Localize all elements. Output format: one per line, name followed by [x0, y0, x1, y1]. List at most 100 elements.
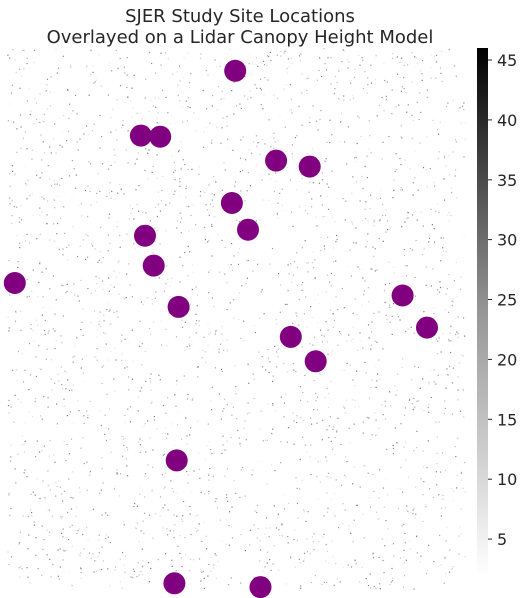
- canopy-pixel: [44, 497, 46, 499]
- canopy-pixel: [368, 497, 371, 499]
- canopy-pixel: [296, 315, 298, 317]
- canopy-pixel: [396, 390, 398, 392]
- canopy-pixel: [144, 350, 146, 353]
- canopy-pixel: [341, 369, 343, 372]
- canopy-pixel: [280, 396, 282, 398]
- canopy-pixel: [170, 115, 173, 117]
- canopy-pixel: [291, 63, 294, 65]
- canopy-pixel: [130, 212, 132, 214]
- canopy-pixel: [257, 528, 259, 530]
- canopy-pixel: [278, 529, 280, 531]
- canopy-pixel: [189, 87, 191, 89]
- canopy-pixel: [187, 393, 189, 396]
- canopy-pixel: [437, 203, 439, 205]
- canopy-pixel: [63, 398, 65, 400]
- canopy-pixel: [221, 90, 223, 92]
- canopy-pixel: [59, 548, 61, 550]
- canopy-pixel: [263, 77, 266, 79]
- canopy-pixel: [132, 107, 135, 109]
- canopy-pixel: [181, 326, 184, 328]
- canopy-pixel: [307, 77, 309, 79]
- canopy-pixel: [19, 576, 21, 578]
- canopy-pixel: [382, 141, 384, 143]
- canopy-pixel: [350, 532, 352, 534]
- canopy-pixel: [246, 259, 248, 261]
- canopy-pixel: [383, 572, 385, 574]
- canopy-pixel: [452, 301, 454, 303]
- canopy-pixel: [407, 104, 409, 106]
- canopy-pixel: [260, 549, 262, 551]
- canopy-pixel: [159, 515, 161, 517]
- canopy-pixel: [312, 251, 314, 253]
- canopy-pixel: [107, 94, 109, 96]
- canopy-pixel: [67, 539, 70, 541]
- canopy-pixel: [157, 191, 159, 193]
- canopy-pixel: [191, 343, 193, 345]
- canopy-pixel: [61, 146, 63, 148]
- canopy-pixel: [211, 105, 213, 107]
- canopy-pixel: [137, 152, 139, 154]
- canopy-pixel: [407, 217, 409, 219]
- canopy-pixel: [84, 190, 86, 192]
- canopy-pixel: [311, 206, 313, 208]
- canopy-pixel: [457, 316, 459, 318]
- canopy-pixel: [39, 233, 41, 236]
- canopy-pixel: [464, 122, 466, 124]
- canopy-pixel: [190, 73, 192, 75]
- canopy-pixel: [169, 123, 171, 125]
- canopy-pixel: [161, 89, 164, 91]
- canopy-pixel: [271, 464, 273, 466]
- canopy-pixel: [35, 375, 37, 378]
- canopy-pixel: [389, 282, 391, 284]
- canopy-pixel: [191, 168, 193, 170]
- canopy-pixel: [107, 250, 109, 252]
- canopy-pixel: [281, 204, 283, 206]
- canopy-pixel: [365, 475, 367, 478]
- canopy-pixel: [162, 432, 164, 434]
- canopy-pixel: [124, 359, 126, 361]
- canopy-pixel: [451, 413, 453, 415]
- canopy-pixel: [210, 400, 212, 402]
- canopy-pixel: [458, 553, 460, 555]
- canopy-pixel: [68, 478, 70, 480]
- canopy-pixel: [437, 374, 439, 376]
- canopy-pixel: [98, 410, 101, 412]
- canopy-pixel: [184, 251, 186, 254]
- canopy-pixel: [39, 215, 41, 217]
- canopy-pixel: [55, 495, 57, 497]
- canopy-pixel: [119, 57, 121, 60]
- canopy-pixel: [49, 440, 51, 442]
- canopy-pixel: [448, 49, 450, 51]
- canopy-pixel: [71, 524, 73, 526]
- canopy-pixel: [362, 513, 364, 516]
- canopy-pixel: [72, 422, 75, 424]
- canopy-pixel: [342, 523, 344, 525]
- canopy-pixel: [47, 332, 49, 334]
- canopy-pixel: [417, 189, 419, 191]
- canopy-pixel: [349, 442, 351, 444]
- canopy-pixel: [331, 134, 333, 136]
- canopy-pixel: [387, 494, 389, 496]
- canopy-pixel: [7, 405, 10, 407]
- canopy-pixel: [269, 559, 271, 561]
- canopy-pixel: [347, 564, 349, 566]
- canopy-pixel: [23, 68, 25, 70]
- canopy-pixel: [211, 386, 213, 388]
- canopy-pixel: [395, 169, 397, 171]
- canopy-pixel: [163, 488, 165, 490]
- canopy-pixel: [328, 186, 330, 188]
- canopy-pixel: [444, 400, 446, 402]
- canopy-pixel: [57, 480, 59, 482]
- canopy-pixel: [87, 288, 89, 290]
- canopy-pixel: [349, 364, 351, 366]
- canopy-pixel: [157, 112, 159, 114]
- canopy-pixel: [297, 517, 299, 519]
- canopy-pixel: [204, 191, 206, 194]
- canopy-pixel: [18, 567, 20, 569]
- canopy-pixel: [218, 348, 220, 350]
- canopy-pixel: [44, 330, 46, 332]
- canopy-pixel: [76, 141, 78, 143]
- canopy-pixel: [97, 172, 99, 174]
- plot-area: [3, 48, 467, 598]
- canopy-pixel: [407, 328, 409, 330]
